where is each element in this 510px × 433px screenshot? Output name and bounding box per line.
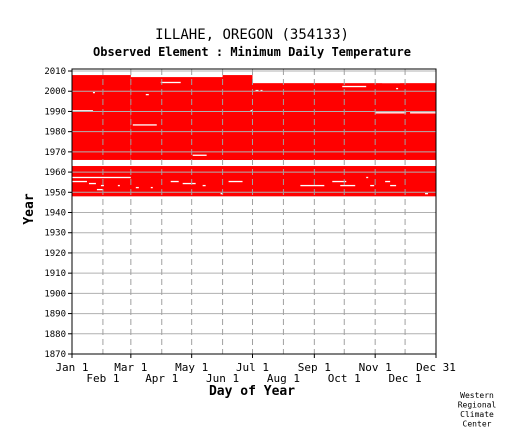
chart-title: ILLAHE, OREGON (354133) bbox=[155, 27, 349, 43]
y-tick-label-1970: 1970 bbox=[44, 148, 66, 158]
gap-0 bbox=[72, 110, 93, 112]
x-tick-label-lower-335: Dec 1 bbox=[389, 372, 422, 385]
gap-20 bbox=[117, 184, 120, 187]
gap-3 bbox=[145, 93, 149, 96]
gap-18 bbox=[100, 184, 104, 187]
y-tick-label-1950: 1950 bbox=[44, 188, 66, 198]
gap-33 bbox=[390, 184, 397, 187]
y-tick-label-1890: 1890 bbox=[44, 310, 66, 320]
gap-4 bbox=[160, 81, 181, 84]
gap-15 bbox=[72, 176, 131, 179]
gap-1 bbox=[92, 91, 95, 94]
y-tick-label-1940: 1940 bbox=[44, 209, 66, 219]
gap-17 bbox=[88, 182, 96, 185]
y-tick-label-1960: 1960 bbox=[44, 168, 66, 178]
x-tick-label-lower-274: Oct 1 bbox=[328, 372, 361, 385]
y-tick-label-2010: 2010 bbox=[44, 67, 66, 77]
gap-25 bbox=[202, 184, 206, 187]
credit-line-3: Center bbox=[463, 420, 492, 429]
coverage-block-4 bbox=[72, 166, 436, 197]
gap-12 bbox=[375, 112, 407, 114]
gap-21 bbox=[135, 186, 139, 189]
gap-13 bbox=[410, 112, 436, 114]
y-tick-label-1880: 1880 bbox=[44, 330, 66, 340]
x-tick-label-upper-121: May 1 bbox=[175, 361, 208, 374]
gap-27 bbox=[228, 180, 243, 183]
x-tick-label-upper-244: Sep 1 bbox=[298, 361, 331, 374]
gap-22 bbox=[150, 186, 153, 189]
coverage-block-2 bbox=[222, 75, 253, 160]
gap-16 bbox=[72, 180, 87, 183]
y-tick-label-1900: 1900 bbox=[44, 289, 66, 299]
y-tick-label-1990: 1990 bbox=[44, 107, 66, 117]
x-tick-label-lower-32: Feb 1 bbox=[86, 372, 119, 385]
gap-5 bbox=[192, 154, 207, 156]
gap-layer bbox=[72, 81, 436, 195]
y-axis-label: Year bbox=[22, 193, 37, 224]
gap-9 bbox=[342, 85, 367, 88]
y-tick-label-1980: 1980 bbox=[44, 128, 66, 138]
x-axis-label: Day of Year bbox=[209, 384, 295, 399]
x-tick-label-lower-152: Jun 1 bbox=[206, 372, 239, 385]
gap-2 bbox=[132, 124, 157, 126]
gap-31 bbox=[370, 184, 375, 187]
y-tick-label-1910: 1910 bbox=[44, 269, 66, 279]
gap-35 bbox=[366, 176, 369, 179]
gap-7 bbox=[260, 89, 263, 92]
gap-34 bbox=[425, 193, 429, 195]
plot-frame bbox=[71, 68, 437, 355]
x-tick-label-lower-91: Apr 1 bbox=[145, 372, 178, 385]
credit-line-2: Climate bbox=[460, 410, 494, 419]
gap-29 bbox=[332, 180, 347, 183]
gap-28 bbox=[300, 184, 325, 187]
gap-30 bbox=[340, 184, 356, 187]
gap-24 bbox=[182, 182, 196, 185]
y-tick-label-2000: 2000 bbox=[44, 87, 66, 97]
y-tick-label-1930: 1930 bbox=[44, 229, 66, 239]
credit-line-1: Regional bbox=[458, 401, 497, 410]
gap-10 bbox=[382, 81, 401, 84]
credit-line-0: Western bbox=[460, 391, 494, 400]
gap-32 bbox=[385, 180, 391, 183]
x-tick-label-upper-60: Mar 1 bbox=[114, 361, 147, 374]
chart-subtitle: Observed Element : Minimum Daily Tempera… bbox=[93, 45, 411, 59]
gap-11 bbox=[396, 87, 399, 90]
x-tick-label-upper-366: Dec 31 bbox=[416, 361, 456, 374]
y-tick-label-1870: 1870 bbox=[44, 350, 66, 360]
x-tick-label-upper-1: Jan 1 bbox=[55, 361, 88, 374]
x-tick-label-lower-213: Aug 1 bbox=[267, 372, 300, 385]
gap-19 bbox=[96, 188, 103, 191]
gap-23 bbox=[170, 180, 179, 183]
gap-26 bbox=[220, 193, 223, 195]
coverage-block-0 bbox=[72, 75, 131, 160]
y-tick-label-1920: 1920 bbox=[44, 249, 66, 259]
gap-8 bbox=[250, 110, 253, 112]
x-tick-label-upper-182: Jul 1 bbox=[236, 361, 269, 374]
gap-6 bbox=[255, 89, 259, 92]
gap-14 bbox=[385, 162, 388, 164]
x-tick-label-upper-305: Nov 1 bbox=[359, 361, 392, 374]
